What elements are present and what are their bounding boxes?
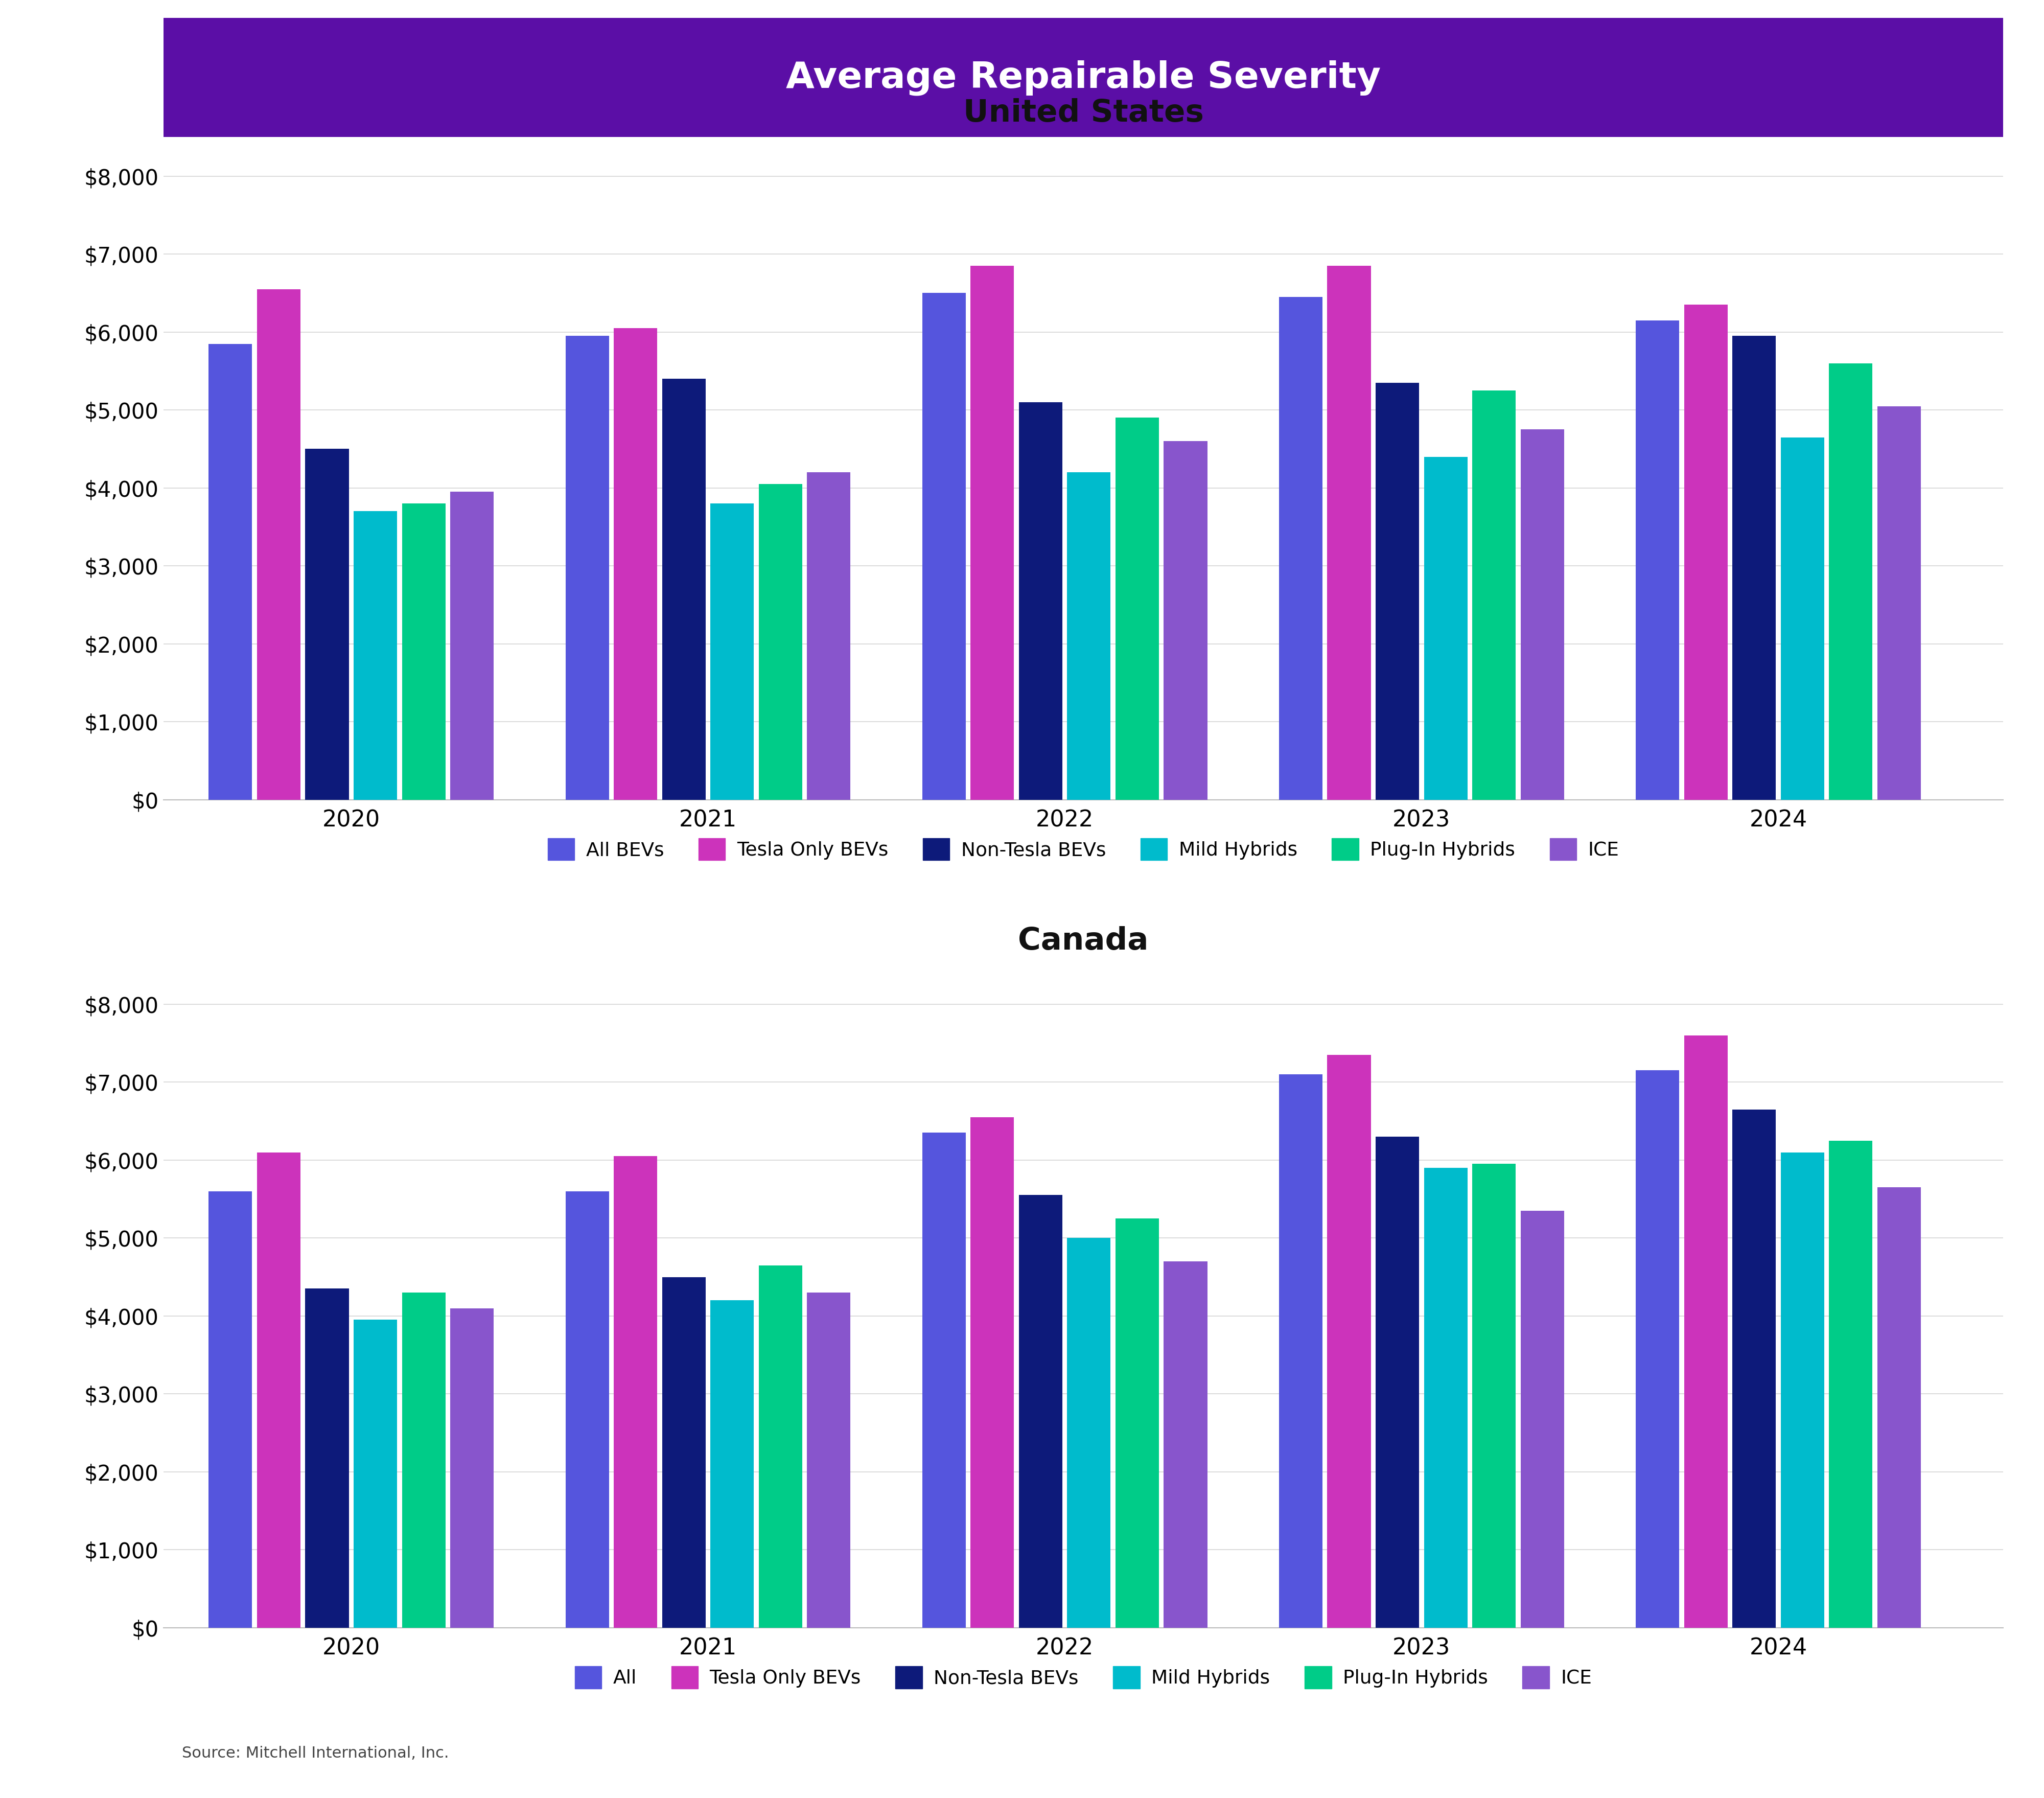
- Bar: [1780, 1153, 1823, 1627]
- Bar: [711, 1300, 754, 1627]
- Bar: [258, 289, 300, 800]
- Bar: [566, 1192, 609, 1627]
- Title: United States: United States: [963, 99, 1204, 128]
- Bar: [208, 343, 251, 800]
- Bar: [1876, 406, 1921, 800]
- Bar: [354, 511, 397, 800]
- Legend: All BEVs, Tesla Only BEVs, Non-Tesla BEVs, Mild Hybrids, Plug-In Hybrids, ICE: All BEVs, Tesla Only BEVs, Non-Tesla BEV…: [540, 831, 1627, 868]
- Bar: [662, 379, 705, 800]
- Bar: [758, 1266, 801, 1627]
- Bar: [305, 1289, 350, 1627]
- Bar: [1376, 383, 1419, 800]
- Bar: [403, 503, 446, 800]
- Bar: [662, 1277, 705, 1627]
- Bar: [807, 473, 850, 800]
- Bar: [1018, 403, 1063, 800]
- Bar: [971, 266, 1014, 800]
- Bar: [450, 1309, 495, 1627]
- Bar: [613, 1156, 658, 1627]
- Bar: [922, 1133, 965, 1627]
- Text: Source: Mitchell International, Inc.: Source: Mitchell International, Inc.: [182, 1746, 450, 1760]
- Bar: [1635, 1070, 1680, 1627]
- Text: Average Repairable Severity: Average Repairable Severity: [785, 59, 1382, 95]
- Bar: [1376, 1136, 1419, 1627]
- Bar: [1635, 320, 1680, 800]
- Title: Canada: Canada: [1018, 926, 1149, 957]
- Bar: [1067, 473, 1110, 800]
- Bar: [258, 1153, 300, 1627]
- Bar: [1876, 1187, 1921, 1627]
- Bar: [1684, 306, 1727, 800]
- Bar: [1780, 437, 1823, 800]
- Bar: [1327, 266, 1372, 800]
- Bar: [1116, 417, 1159, 800]
- Bar: [1163, 441, 1208, 800]
- Bar: [711, 503, 754, 800]
- Bar: [1684, 1036, 1727, 1627]
- Bar: [305, 450, 350, 800]
- Bar: [1521, 430, 1564, 800]
- Bar: [1327, 1055, 1372, 1627]
- Bar: [1067, 1239, 1110, 1627]
- Bar: [758, 484, 801, 800]
- Bar: [1116, 1219, 1159, 1627]
- Bar: [450, 493, 495, 800]
- Bar: [971, 1117, 1014, 1627]
- Bar: [1280, 1075, 1322, 1627]
- Bar: [613, 329, 658, 800]
- Bar: [354, 1320, 397, 1627]
- Bar: [1425, 457, 1468, 800]
- Bar: [1472, 390, 1517, 800]
- Bar: [1472, 1163, 1517, 1627]
- Bar: [1521, 1210, 1564, 1627]
- Bar: [922, 293, 965, 800]
- Bar: [1425, 1169, 1468, 1627]
- Bar: [1733, 336, 1776, 800]
- Bar: [566, 336, 609, 800]
- Bar: [1163, 1262, 1208, 1627]
- Bar: [1829, 1140, 1872, 1627]
- Bar: [1733, 1109, 1776, 1627]
- Bar: [807, 1293, 850, 1627]
- Bar: [1829, 363, 1872, 800]
- Bar: [208, 1192, 251, 1627]
- Bar: [1018, 1196, 1063, 1627]
- Legend: All, Tesla Only BEVs, Non-Tesla BEVs, Mild Hybrids, Plug-In Hybrids, ICE: All, Tesla Only BEVs, Non-Tesla BEVs, Mi…: [566, 1658, 1600, 1696]
- Bar: [403, 1293, 446, 1627]
- Bar: [1280, 297, 1322, 800]
